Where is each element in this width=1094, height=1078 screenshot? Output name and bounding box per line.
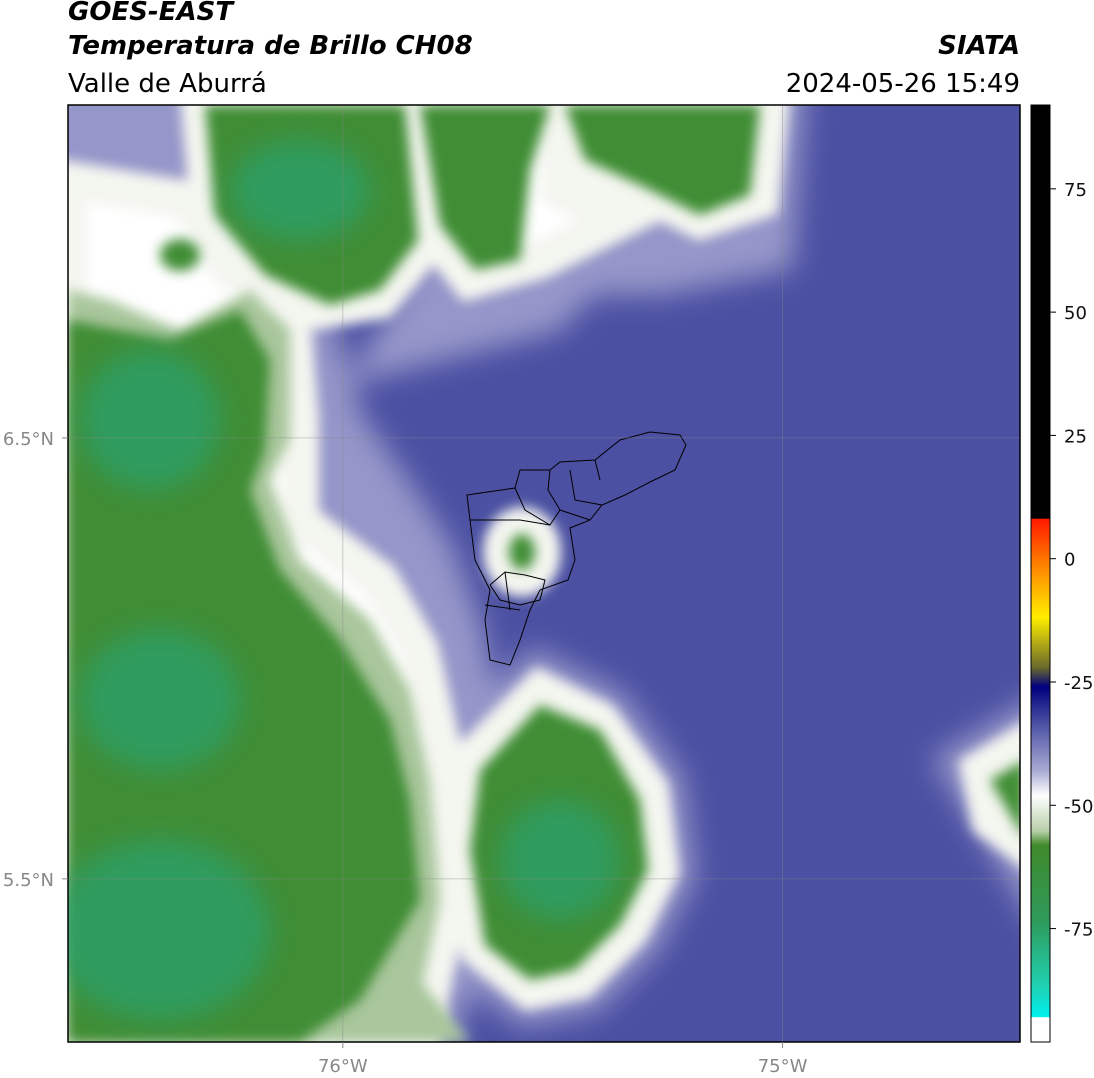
- colorbar: [1030, 104, 1051, 1043]
- region: Valle de Aburrá: [68, 69, 267, 99]
- grid: [68, 105, 1020, 1042]
- colorbar-tick-label: 75: [1064, 180, 1087, 201]
- y-tick-label: 5.5°N: [3, 870, 54, 891]
- colorbar-tick-label: -75: [1064, 920, 1093, 941]
- colorbar-tick-label: 0: [1064, 550, 1075, 571]
- x-tick-label: 75°W: [758, 1056, 808, 1077]
- title: GOES-EAST: [68, 0, 235, 27]
- colorbar-tick-label: -50: [1064, 796, 1093, 817]
- datetime: 2024-05-26 15:49: [786, 69, 1020, 99]
- colorbar-tick-label: -25: [1064, 673, 1093, 694]
- colorbar-tick-label: 25: [1064, 426, 1087, 447]
- municipality-outline: [466, 431, 687, 666]
- colorbar-ticks: 75 50 25 0 -25 -50 -75: [1050, 180, 1093, 941]
- colorbar-tick-label: 50: [1064, 303, 1087, 324]
- source: SIATA: [938, 31, 1020, 61]
- map-image: [68, 105, 1020, 1042]
- y-tick-label: 6.5°N: [3, 429, 54, 450]
- x-tick-label: 76°W: [318, 1056, 368, 1077]
- map-frame: [67, 104, 1021, 1043]
- subtitle: Temperatura de Brillo CH08: [68, 31, 473, 61]
